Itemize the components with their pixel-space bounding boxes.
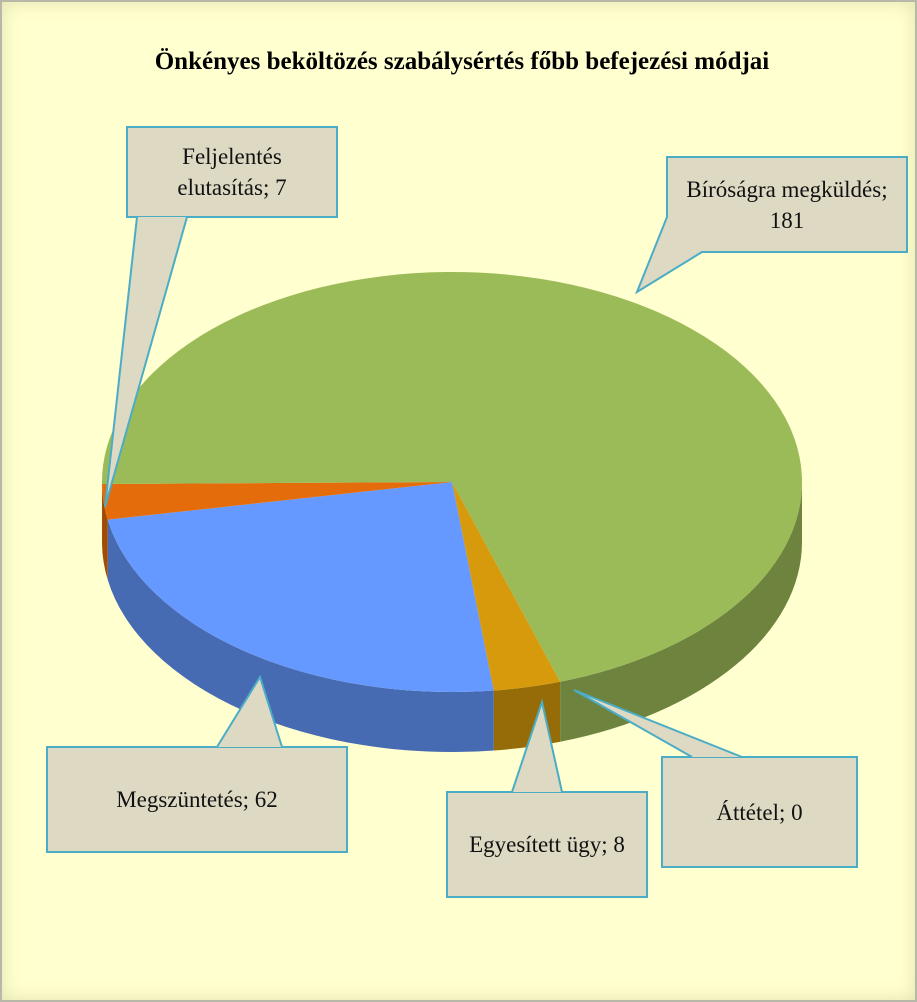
callout-tail-edge (573, 689, 743, 758)
callout-tail (512, 702, 562, 792)
slice-side (102, 484, 108, 580)
slice (452, 482, 561, 691)
slice (102, 272, 803, 682)
callout-tail-edge (216, 674, 283, 748)
callout-box (46, 746, 348, 853)
callout-box (126, 126, 338, 218)
callout-box (661, 756, 858, 868)
data-label: Egyesített ügy; 8 (469, 832, 625, 857)
callout-tail (217, 677, 282, 747)
callout-box (666, 156, 908, 253)
data-label: Bíróságra megküldés; 181 (686, 176, 888, 233)
data-label: Megszüntetés; 62 (116, 787, 278, 812)
callout-tail-edge (634, 216, 703, 295)
callout-tail-edge (511, 698, 563, 793)
chart-title: Önkényes beköltözés szabálysértés főbb b… (154, 48, 770, 75)
callout-box (446, 791, 648, 898)
slice (107, 482, 494, 692)
data-label: Feljelentés elutasítás; 7 (177, 144, 287, 200)
slice (102, 482, 453, 520)
slice-side (102, 482, 802, 742)
data-label: Áttétel; 0 (716, 799, 803, 825)
callout-tail-edge (104, 216, 188, 508)
callout-tail (637, 217, 702, 292)
slice-side (107, 519, 494, 753)
